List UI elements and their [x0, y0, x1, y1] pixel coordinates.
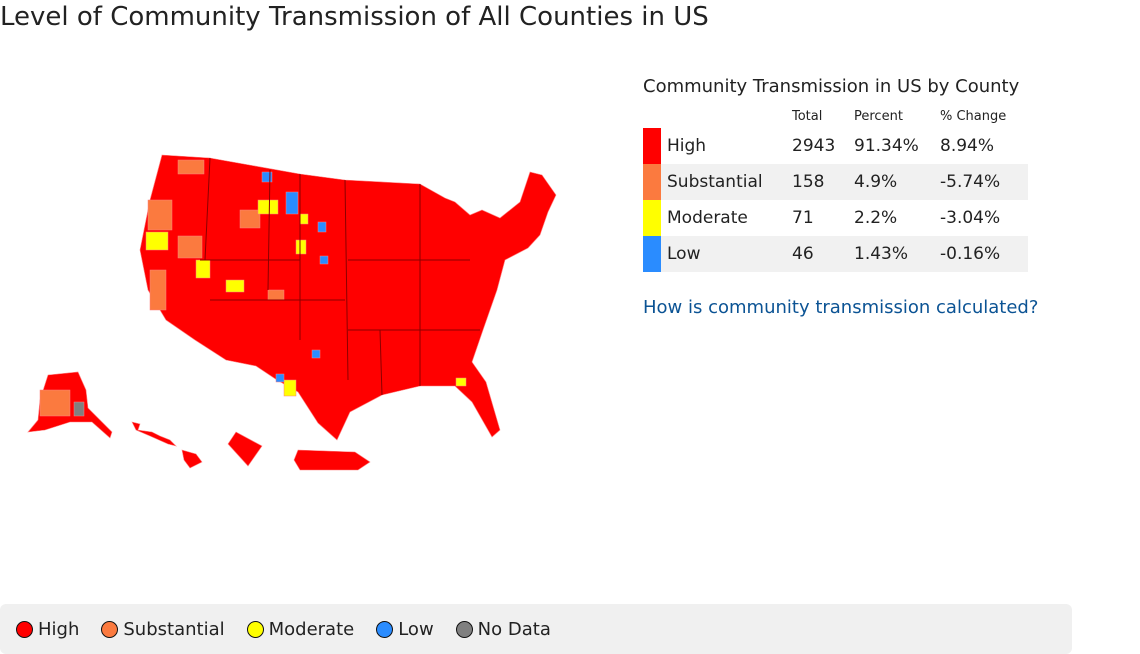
legend-dot [376, 620, 394, 638]
table-row: Moderate 71 2.2% -3.04% [643, 200, 1028, 236]
territory [227, 431, 263, 467]
contiguous-us [139, 154, 557, 441]
change: -0.16% [940, 236, 1028, 272]
summary-table: Total Percent % Change High 2943 91.34% 8.9… [643, 104, 1028, 272]
total: 2943 [792, 136, 836, 156]
column-header: Total [792, 108, 823, 124]
level-swatch [643, 128, 661, 164]
hawaii [181, 449, 203, 469]
county-map [27, 154, 557, 471]
total: 71 [792, 208, 814, 228]
level-name: Low [661, 236, 792, 272]
state-borders [200, 157, 480, 396]
change: 8.94% [940, 136, 995, 156]
legend-item: Substantial [101, 618, 225, 640]
legend-label: Substantial [123, 618, 225, 640]
table-row: High 2943 91.34% 8.94% [643, 128, 1028, 164]
total: 158 [792, 164, 854, 200]
legend-dot [455, 620, 473, 638]
legend-item: High [16, 619, 79, 640]
level-name: Moderate [667, 208, 748, 228]
legend-dot [16, 620, 33, 638]
percent: 91.34% [854, 136, 919, 156]
legend-label: No Data [477, 618, 551, 640]
legend-item: No Data [455, 618, 551, 640]
column-header: % Change [940, 108, 1007, 124]
level-name: Substantial [661, 164, 792, 200]
change: -5.74% [940, 164, 1028, 200]
percent: 1.43% [854, 236, 940, 272]
level-swatch [643, 236, 661, 272]
legend-label: Low [398, 618, 434, 640]
level-name: High [667, 136, 707, 156]
legend-label: Moderate [268, 618, 355, 640]
percent: 4.9% [854, 164, 940, 200]
legend-dot [246, 620, 264, 638]
level-swatch [643, 164, 661, 200]
header-row: Total Percent % Change [643, 104, 1028, 128]
hawaii-islands [131, 421, 177, 447]
level-swatch [643, 200, 661, 236]
legend-label: High [38, 618, 80, 640]
page-title: Level of Community Transmission of All C… [0, 2, 709, 32]
legend: High Substantial Moderate Low No Data [0, 604, 1072, 654]
table-row: Substantial 158 4.9% -5.74% [643, 164, 1028, 200]
map-patches [39, 159, 467, 417]
percent: 2.2% [854, 208, 898, 228]
table-row: Low 46 1.43% -0.16% [643, 236, 1028, 272]
legend-item: Low [376, 618, 434, 640]
change: -3.04% [940, 208, 1001, 228]
legend-dot [101, 620, 119, 638]
column-header: Percent [854, 108, 903, 124]
legend-item: Moderate [246, 618, 355, 640]
table-title: Community Transmission in US by County [643, 76, 1020, 97]
help-link[interactable]: How is community transmission calculated… [643, 297, 1039, 318]
total: 46 [792, 236, 854, 272]
puerto-rico [293, 449, 371, 471]
